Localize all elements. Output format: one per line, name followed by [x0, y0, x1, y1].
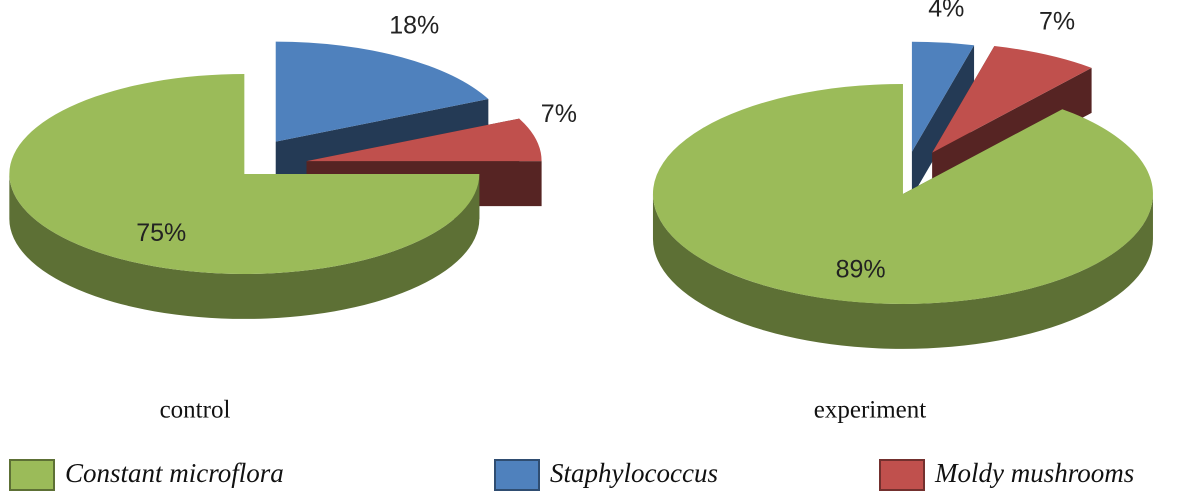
- data-label: 7%: [541, 100, 577, 128]
- legend-swatch: [9, 459, 55, 491]
- pie-side: [911, 45, 975, 197]
- chart-title: experiment: [814, 397, 927, 424]
- pie-slice: [9, 73, 480, 274]
- chart-title: control: [160, 397, 231, 424]
- legend-label: Constant microflora: [65, 458, 284, 488]
- pie-slice: [911, 41, 975, 152]
- legend-swatch: [494, 459, 540, 491]
- pie-side: [652, 193, 1153, 349]
- data-label: 18%: [389, 11, 439, 39]
- data-label: 89%: [836, 255, 886, 283]
- pie-slice: [275, 41, 489, 142]
- data-label: 7%: [1039, 7, 1075, 35]
- pie-slice: [306, 118, 542, 162]
- pie-slice: [652, 83, 1153, 304]
- data-label: 4%: [928, 0, 964, 22]
- legend-swatch: [879, 459, 925, 491]
- pie-slice: [932, 46, 1092, 153]
- legend-label: Staphylococcus: [550, 458, 718, 488]
- pie-side: [9, 173, 480, 319]
- legend-label: Moldy mushrooms: [934, 458, 1134, 488]
- data-label: 75%: [136, 219, 186, 247]
